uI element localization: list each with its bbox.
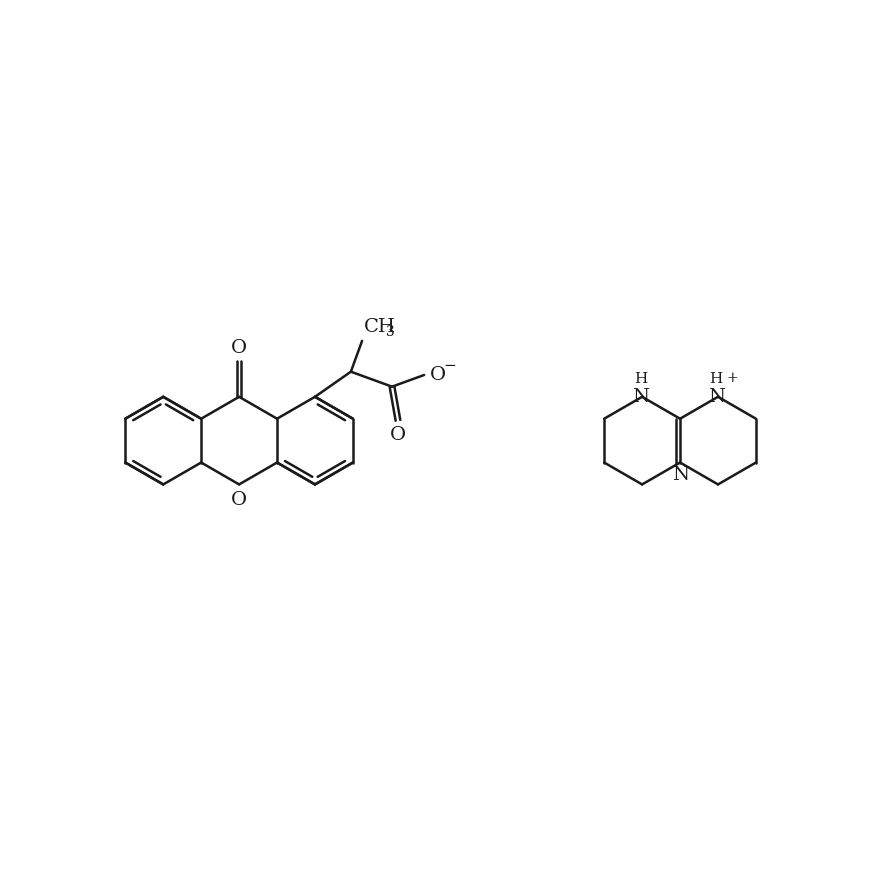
Text: −: −	[443, 360, 456, 373]
Text: 3: 3	[386, 325, 395, 339]
Text: H: H	[634, 372, 647, 386]
Text: H: H	[709, 372, 723, 386]
Text: O: O	[231, 338, 247, 357]
Text: N: N	[672, 466, 689, 484]
Text: N: N	[708, 388, 724, 406]
Text: N: N	[632, 388, 649, 406]
Text: O: O	[429, 366, 446, 384]
Text: O: O	[390, 425, 406, 443]
Text: O: O	[231, 491, 247, 509]
Text: +: +	[727, 371, 739, 385]
Text: CH: CH	[364, 319, 396, 336]
